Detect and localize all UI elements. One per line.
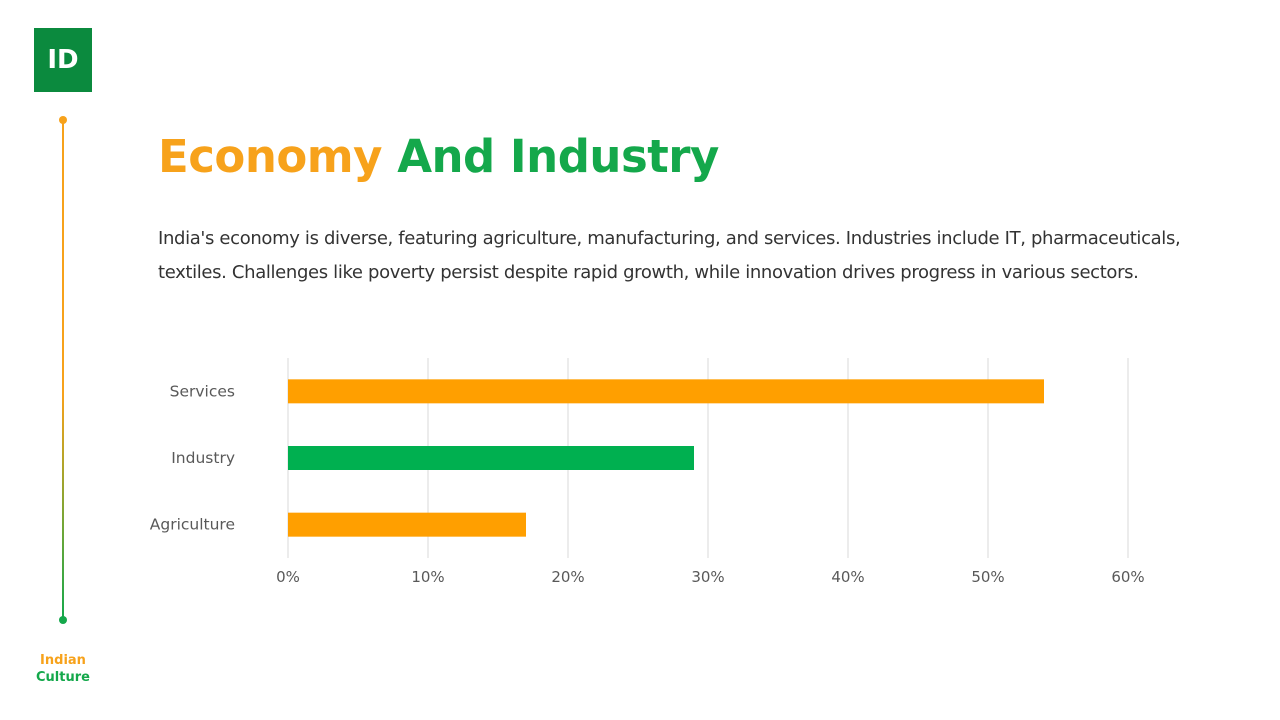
x-tick-label: 10% <box>411 568 444 586</box>
x-tick-label: 40% <box>831 568 864 586</box>
logo-badge: ID <box>34 28 92 92</box>
timeline-dot-bottom <box>59 616 67 624</box>
x-tick-label: 20% <box>551 568 584 586</box>
timeline-dot-top <box>59 116 67 124</box>
bar-industry <box>288 446 694 470</box>
title-part-economy: Economy <box>158 130 383 183</box>
x-tick-label: 0% <box>276 568 300 586</box>
category-label: Industry <box>171 449 235 467</box>
bar-services <box>288 379 1044 404</box>
footer-brand-label: Indian Culture <box>20 652 106 686</box>
footer-label-line1: Indian <box>40 653 86 668</box>
chart-bars <box>288 379 1044 537</box>
footer-label-line2: Culture <box>36 670 90 685</box>
title-part-and-industry: And Industry <box>397 130 719 183</box>
chart-tick-labels: 0% 10% 20% 30% 40% 50% 60% <box>276 568 1145 586</box>
x-tick-label: 50% <box>971 568 1004 586</box>
chart-category-labels: Services Industry Agriculture <box>150 382 235 533</box>
x-tick-label: 60% <box>1111 568 1144 586</box>
x-tick-label: 30% <box>691 568 724 586</box>
category-label: Agriculture <box>150 516 235 534</box>
sector-share-bar-chart: Services Industry Agriculture 0% 10% 20% 30% 4… <box>150 358 1145 586</box>
category-label: Services <box>170 382 235 400</box>
slide-title: Economy And Industry <box>158 130 719 183</box>
slide-description: India's economy is diverse, featuring ag… <box>158 228 1181 283</box>
side-timeline-line <box>62 120 64 620</box>
bar-agriculture <box>288 512 526 537</box>
